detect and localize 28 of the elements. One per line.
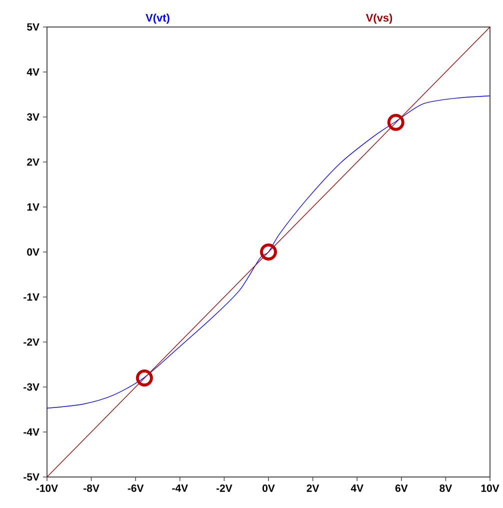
point (387, 114, 404, 131)
x-tick-label: 2V (306, 484, 320, 492)
y-tick-label: -4V (24, 428, 40, 436)
x-tick-label: -4V (172, 484, 188, 492)
y-tick-label: 0V (27, 248, 40, 256)
x-tick-label: 4V (350, 484, 364, 492)
y-tick-label: 5V (27, 23, 40, 31)
y-tick-label: 1V (27, 203, 40, 211)
y-tick-label: 4V (26, 68, 40, 76)
x-tick-label: -10V (36, 484, 58, 492)
text: V(vs) (366, 14, 392, 24)
y-tick-label: -3V (24, 383, 40, 391)
x-tick-label: -6V (128, 484, 144, 492)
y-tick-label: 3V (26, 113, 40, 121)
x-tick-label: 6V (395, 484, 408, 492)
x-tick-label: 10V (481, 484, 500, 492)
line-series (46, 95, 490, 408)
point (136, 370, 153, 386)
x-tick-label: -8V (84, 484, 100, 492)
y-tick-label: -1V (24, 293, 40, 301)
point (260, 244, 277, 260)
x-tick-label: 8V (440, 484, 452, 492)
y-tick-label: 2V (27, 158, 40, 166)
x-tick-label: -2V (216, 484, 232, 492)
text: V(vt) (146, 14, 170, 24)
x-tick-label: 0V (262, 484, 275, 492)
y-tick-label: -5V (24, 473, 40, 481)
y-tick-label: -2V (24, 338, 40, 346)
